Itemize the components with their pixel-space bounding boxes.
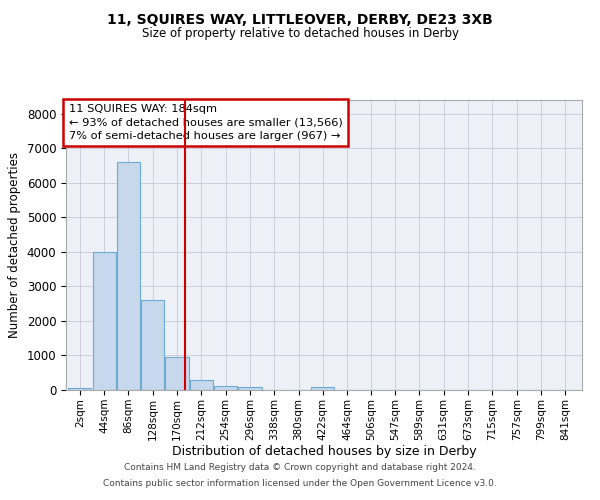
Bar	[238, 386, 262, 390]
Bar	[166, 357, 188, 390]
X-axis label: Distribution of detached houses by size in Derby: Distribution of detached houses by size …	[172, 446, 476, 458]
Bar	[92, 252, 116, 390]
Text: Contains HM Land Registry data © Crown copyright and database right 2024.: Contains HM Land Registry data © Crown c…	[124, 464, 476, 472]
Bar	[311, 387, 334, 390]
Text: 11, SQUIRES WAY, LITTLEOVER, DERBY, DE23 3XB: 11, SQUIRES WAY, LITTLEOVER, DERBY, DE23…	[107, 12, 493, 26]
Bar	[141, 300, 164, 390]
Y-axis label: Number of detached properties: Number of detached properties	[8, 152, 21, 338]
Text: 11 SQUIRES WAY: 184sqm
← 93% of detached houses are smaller (13,566)
7% of semi-: 11 SQUIRES WAY: 184sqm ← 93% of detached…	[68, 104, 343, 141]
Text: Contains public sector information licensed under the Open Government Licence v3: Contains public sector information licen…	[103, 478, 497, 488]
Bar	[117, 162, 140, 390]
Bar	[68, 388, 91, 390]
Text: Size of property relative to detached houses in Derby: Size of property relative to detached ho…	[142, 28, 458, 40]
Bar	[190, 380, 213, 390]
Bar	[214, 386, 237, 390]
